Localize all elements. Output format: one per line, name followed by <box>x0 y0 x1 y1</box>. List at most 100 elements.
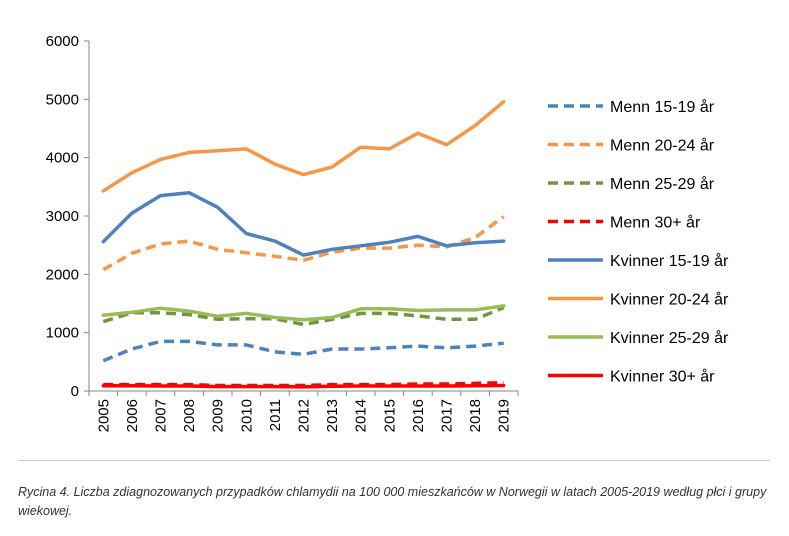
data-point <box>388 312 391 315</box>
legend-label: Kvinner 30+ år <box>610 368 715 386</box>
data-point <box>416 235 419 238</box>
data-point <box>416 314 419 317</box>
data-point <box>102 359 105 362</box>
data-point <box>474 345 477 348</box>
y-tick-label: 0 <box>71 383 79 400</box>
data-point <box>188 310 191 313</box>
x-tick-label: 2009 <box>210 399 227 432</box>
data-point <box>416 309 419 312</box>
data-point <box>102 240 105 243</box>
y-tick-label: 1000 <box>46 325 79 342</box>
data-point <box>102 320 105 323</box>
data-point <box>359 146 362 149</box>
data-point <box>245 312 248 315</box>
legend-label: Kvinner 25-29 år <box>610 329 729 347</box>
data-point <box>331 248 334 251</box>
data-point <box>416 244 419 247</box>
legend-label: Menn 25-29 år <box>610 175 715 193</box>
data-point <box>359 307 362 310</box>
data-point <box>359 348 362 351</box>
data-point <box>188 385 191 388</box>
data-point <box>245 147 248 150</box>
data-point <box>102 268 105 271</box>
data-point <box>445 244 448 247</box>
data-point <box>302 254 305 257</box>
data-point <box>188 151 191 154</box>
data-point <box>188 313 191 316</box>
series-line-kvinner-25-29-r <box>101 304 506 322</box>
data-point <box>416 132 419 135</box>
data-point <box>302 353 305 356</box>
x-tick-label: 2010 <box>238 399 255 432</box>
data-point <box>388 307 391 310</box>
data-point <box>130 212 133 215</box>
data-point <box>474 318 477 321</box>
data-point <box>416 345 419 348</box>
data-point <box>302 318 305 321</box>
data-point <box>273 316 276 319</box>
x-tick-label: 2018 <box>467 399 484 432</box>
data-point <box>188 340 191 343</box>
data-point <box>102 384 105 387</box>
x-tick-label: 2012 <box>296 399 313 432</box>
data-point <box>273 255 276 258</box>
data-point <box>359 312 362 315</box>
data-point <box>302 173 305 176</box>
data-point <box>216 318 219 321</box>
series-line-menn-15-19-r <box>102 339 504 363</box>
data-point <box>216 149 219 152</box>
figure-caption: Rycina 4. Liczba zdiagnozowanych przypad… <box>18 485 767 518</box>
data-point <box>331 166 334 169</box>
x-tick-label: 2005 <box>95 399 112 432</box>
data-point <box>245 317 248 320</box>
legend: Menn 15-19 år Menn 20-24 år Menn 25-29 år M… <box>548 98 729 386</box>
y-tick-label: 3000 <box>46 208 79 225</box>
data-point <box>188 240 191 243</box>
series-line-kvinner-30-r <box>101 383 506 389</box>
data-point <box>159 307 162 310</box>
legend-label: Kvinner 20-24 år <box>610 291 729 309</box>
x-tick-label: 2015 <box>381 399 398 432</box>
data-point <box>102 314 105 317</box>
data-point <box>159 340 162 343</box>
data-point <box>474 308 477 311</box>
data-point <box>502 342 505 345</box>
y-tick-label: 6000 <box>46 33 79 50</box>
data-point <box>388 241 391 244</box>
data-point <box>245 343 248 346</box>
data-point <box>130 384 133 387</box>
series-line-kvinner-20-24-r <box>101 99 506 193</box>
legend-label: Kvinner 15-19 år <box>610 252 729 270</box>
x-tick-label: 2006 <box>124 399 141 432</box>
data-point <box>502 240 505 243</box>
data-point <box>445 143 448 146</box>
data-point <box>302 323 305 326</box>
data-point <box>159 194 162 197</box>
data-point <box>474 124 477 127</box>
data-point <box>388 346 391 349</box>
data-point <box>130 252 133 255</box>
data-point <box>159 243 162 246</box>
data-point <box>216 385 219 388</box>
axis-layer: 0 1000 2000 3000 4000 5000 6000 2005 2006 2007 200… <box>46 33 519 432</box>
series-line-kvinner-15-19-r <box>101 190 506 257</box>
series-line-menn-20-24-r <box>102 215 505 272</box>
data-point <box>474 384 477 387</box>
legend-label: Menn 30+ år <box>610 214 701 232</box>
data-point <box>273 240 276 243</box>
data-point <box>216 343 219 346</box>
data-point <box>388 385 391 388</box>
data-point <box>102 189 105 192</box>
data-point <box>331 385 334 388</box>
x-tick-label: 2008 <box>181 399 198 432</box>
x-tick-label: 2017 <box>439 399 456 432</box>
data-point <box>416 385 419 388</box>
x-tick-label: 2016 <box>410 399 427 432</box>
data-point <box>273 350 276 353</box>
data-point <box>474 236 477 239</box>
data-point <box>445 318 448 321</box>
legend-label: Menn 15-19 år <box>610 98 715 116</box>
x-tick-label: 2011 <box>267 399 284 431</box>
data-point <box>359 385 362 388</box>
data-point <box>388 147 391 150</box>
